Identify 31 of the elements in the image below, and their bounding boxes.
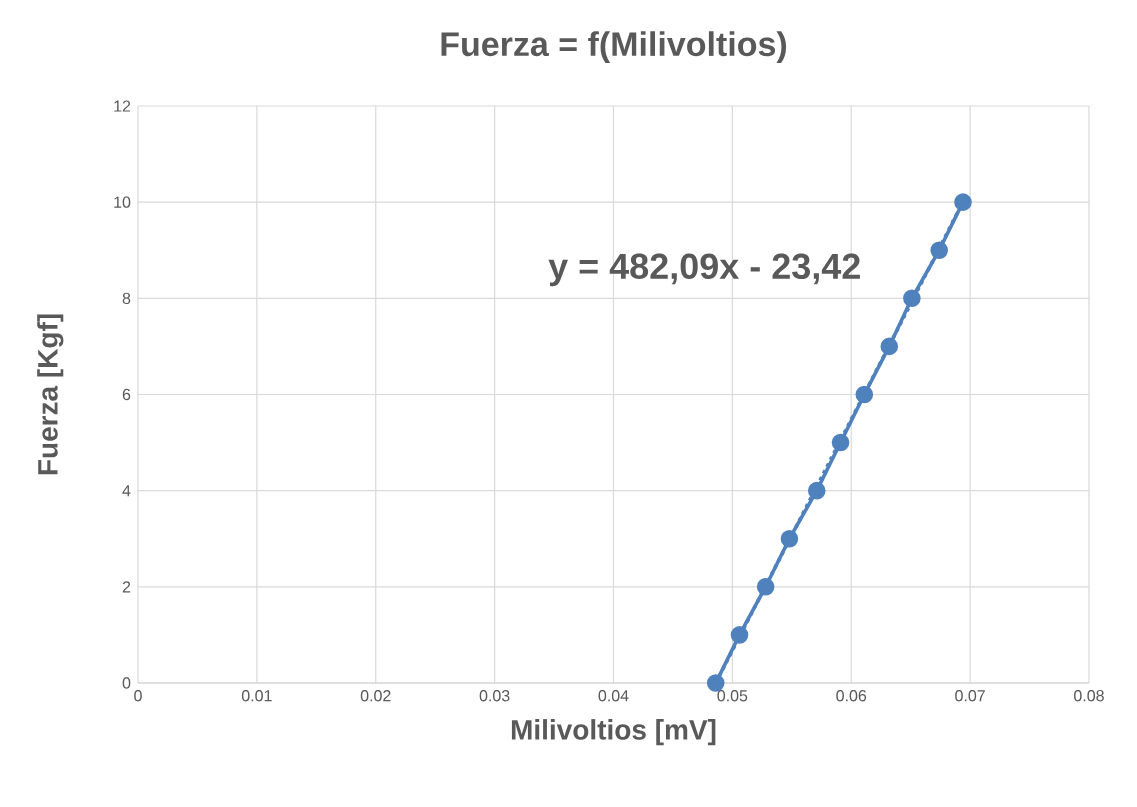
point xyxy=(706,674,725,692)
y-axis-title: Fuerza [Kgf] xyxy=(37,314,64,475)
x-tick-label: 0.01 xyxy=(241,690,272,702)
x-tick-label: 0.08 xyxy=(1074,690,1104,702)
point xyxy=(954,193,972,211)
x-tick-label: 0 xyxy=(134,690,142,702)
x-tick-label: 0.07 xyxy=(955,690,985,702)
y-tick-label: 12 xyxy=(114,100,131,112)
y-tick-label: 10 xyxy=(114,196,131,208)
annotation: y = 482,09x - 23,42 xyxy=(548,253,860,287)
y-tick-label: 4 xyxy=(122,485,131,497)
chart-title: Fuerza = f(Milivoltios) xyxy=(441,31,787,63)
point xyxy=(880,337,899,356)
x-tick-label: 0.04 xyxy=(598,690,629,702)
x-tick-label: 0.03 xyxy=(479,690,510,702)
point xyxy=(730,626,749,644)
x-axis-title: Milivoltios [mV] xyxy=(511,719,716,746)
x-tick-label: 0.02 xyxy=(360,690,391,702)
x-tick-label: 0.05 xyxy=(717,690,748,702)
point xyxy=(807,481,826,500)
y-tick-label: 2 xyxy=(122,581,131,593)
point xyxy=(930,241,948,260)
y-tick-label: 0 xyxy=(122,677,131,689)
point xyxy=(756,578,775,596)
point xyxy=(780,529,799,548)
point xyxy=(831,433,850,452)
y-tick-label: 6 xyxy=(122,388,131,401)
point xyxy=(855,385,874,404)
y-tick-label: 8 xyxy=(122,292,131,304)
point xyxy=(903,289,921,308)
x-tick-label: 0.06 xyxy=(836,690,867,702)
